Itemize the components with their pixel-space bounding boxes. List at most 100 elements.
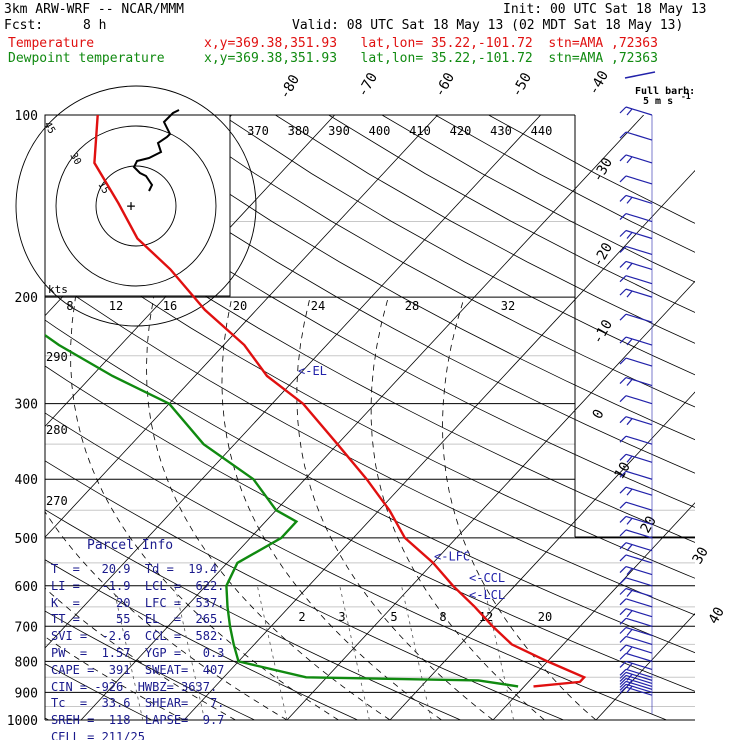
moist-adiabat-line (442, 296, 597, 720)
isotherm-line (45, 115, 335, 428)
dry-adiabat-line (45, 610, 256, 720)
parcel-info-row: PW = 1.57 YGP = 0.3 (51, 646, 225, 660)
wind-barb (625, 336, 653, 346)
parcel-info-row: SVI = -2.6 CCL = 582. (51, 629, 225, 644)
speed-tick-label: 32 (501, 299, 515, 313)
wind-barb-flag (626, 418, 633, 426)
barb-legend-unit: -1 (681, 92, 691, 101)
wind-barb-flag (619, 486, 627, 494)
wind-barb-flag (619, 194, 627, 202)
wind-barb-flag (619, 435, 627, 443)
speed-tick-label: 8 (66, 299, 73, 313)
wind-barb-flag (626, 590, 633, 597)
wind-barb-flag (619, 566, 627, 574)
mixing-ratio-line (256, 585, 288, 720)
wind-barb (625, 229, 653, 240)
mixing-ratio-line (112, 585, 144, 720)
dry-adiabat-line (328, 115, 695, 313)
hodograph-ring (55, 125, 217, 287)
dry-adiabat-line (488, 115, 695, 224)
wind-barb-flag (626, 685, 633, 693)
wind-barb-flag (626, 232, 633, 239)
wind-barb (625, 587, 653, 598)
wind-barb-flag (619, 213, 627, 220)
wind-barb-flag (619, 261, 627, 268)
parcel-info-row: CAPE = 391 SWEAT= 407 (51, 662, 225, 677)
wind-barb (625, 175, 653, 185)
theta-e-label: 430 (490, 124, 512, 138)
hodograph-units-label: kts (48, 283, 68, 296)
wind-barb (625, 598, 653, 608)
speed-tick-label: 20 (233, 299, 247, 313)
isotherm-line (595, 612, 695, 720)
isotherm-label: -60 (432, 70, 459, 100)
forecast-hours: 8 h (83, 18, 107, 33)
parcel-info-row: Tc = 33.6 SHEAR= 7. (51, 696, 225, 711)
wind-barb (625, 644, 653, 654)
diagram-lines (45, 115, 740, 720)
wind-barb-flag (619, 644, 627, 652)
hodograph-frame (44, 114, 231, 297)
moist-adiabat-line (45, 636, 185, 720)
wind-barb-flag (619, 313, 627, 321)
mixing-ratio-line (339, 585, 370, 720)
isotherm-line (45, 115, 541, 649)
wind-barb-flag (619, 529, 627, 537)
dry-adiabat-line (115, 115, 695, 441)
level-annotation: <-LFC (434, 550, 470, 564)
wind-barb-flag (626, 156, 633, 164)
parcel-info-row: K = 20 LFC = 537. (51, 595, 225, 610)
wind-barb (625, 194, 653, 204)
dry-adiabat-line (221, 115, 695, 376)
wind-barb-flag (619, 661, 627, 668)
pressure-tick-label: 400 (15, 473, 38, 488)
wind-barb (625, 608, 653, 618)
wind-barb-flag (626, 338, 633, 346)
wind-barb (625, 566, 653, 576)
isotherm-line (699, 115, 740, 720)
wind-barb-flag (619, 680, 627, 688)
mixing-ratio-line (174, 585, 205, 720)
wind-barb (625, 131, 653, 141)
temperature-legend-label: Temperature (8, 36, 95, 51)
dry-adiabat-line (45, 319, 695, 654)
parcel-info-row: CELL = 211/25 (51, 730, 145, 740)
dry-adiabat-line (168, 115, 695, 408)
wind-barb-flag (619, 515, 627, 523)
wind-barb-flag (626, 646, 633, 654)
dry-adiabat-line (45, 186, 695, 543)
dry-adiabat-line (45, 509, 462, 720)
wind-barb-flag (619, 652, 627, 660)
wind-barb-flag (626, 568, 633, 575)
wind-barb (625, 275, 653, 285)
wind-barb (625, 435, 653, 445)
wind-barb (625, 668, 653, 678)
wind-barb-flag (619, 416, 627, 424)
wind-barb-flag (619, 106, 627, 114)
wind-barb-flag (619, 617, 627, 625)
dry-adiabat-label: 280 (46, 423, 68, 437)
wind-barb-flag (619, 245, 627, 253)
hodograph-ring (95, 165, 177, 247)
wind-barb-flag (619, 598, 627, 606)
wind-barb (625, 686, 653, 696)
mixing-ratio-label: 20 (538, 610, 552, 624)
isotherm-label: 0 (590, 407, 608, 422)
dewpoint-legend-info: x,y=369.38,351.93 lat,lon= 35.22,-101.72… (204, 51, 658, 66)
pressure-tick-label: 300 (15, 398, 38, 413)
wind-barb-flag (626, 663, 633, 670)
wind-barb-flag (619, 357, 627, 365)
wind-barb (625, 683, 653, 693)
wind-barb-flag (619, 674, 627, 682)
wind-barb-flag (619, 275, 627, 283)
wind-barb-flag (619, 677, 627, 685)
wind-barb (625, 617, 653, 627)
pressure-tick-label: 800 (15, 655, 38, 670)
mixing-ratio-label: 5 (390, 610, 397, 624)
valid-time: Valid: 08 UTC Sat 18 May 13 (02 MDT Sat … (292, 18, 684, 33)
isotherm-line (45, 115, 438, 538)
dry-adiabat-line (45, 460, 565, 720)
wind-barb-flag (619, 635, 627, 643)
wind-barb (625, 501, 653, 511)
dry-adiabat-line (45, 365, 695, 692)
